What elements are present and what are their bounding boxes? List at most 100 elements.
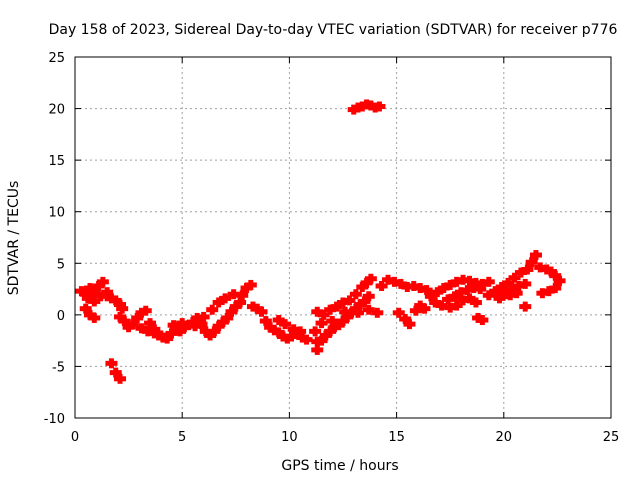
- data-point: [476, 278, 489, 289]
- data-point: [510, 288, 523, 299]
- data-point: [362, 291, 375, 302]
- data-point: [529, 250, 542, 261]
- data-point: [482, 276, 495, 287]
- data-point: [343, 295, 356, 306]
- data-point: [448, 291, 461, 302]
- data-point: [317, 309, 330, 320]
- data-point: [356, 282, 369, 293]
- data-point: [375, 280, 388, 291]
- data-point: [461, 285, 474, 296]
- data-point: [493, 293, 506, 304]
- data-point: [549, 283, 562, 294]
- data-point: [75, 286, 88, 297]
- data-point: [514, 267, 527, 278]
- chart-title: Day 158 of 2023, Sidereal Day-to-day VTE…: [49, 22, 618, 38]
- y-tick-label: -10: [44, 412, 65, 427]
- data-point: [388, 276, 401, 287]
- data-point: [345, 307, 358, 318]
- data-point: [141, 326, 154, 337]
- data-point: [424, 291, 437, 302]
- data-point: [94, 291, 107, 302]
- data-point: [326, 316, 339, 327]
- data-point: [101, 291, 114, 302]
- data-point: [114, 311, 127, 322]
- data-point: [401, 282, 414, 293]
- data-point: [221, 312, 234, 323]
- data-point: [442, 294, 455, 305]
- data-point: [332, 320, 345, 331]
- x-tick-label: 10: [281, 430, 298, 445]
- data-point: [339, 306, 352, 317]
- data-point: [88, 312, 101, 323]
- data-point: [392, 307, 405, 318]
- data-point: [467, 283, 480, 294]
- data-point: [212, 321, 225, 332]
- data-point: [161, 333, 174, 344]
- data-point: [337, 316, 349, 327]
- data-point: [519, 301, 532, 312]
- data-point: [414, 300, 427, 311]
- data-point: [191, 312, 204, 323]
- data-point: [105, 358, 118, 369]
- data-point: [84, 283, 97, 294]
- data-point: [309, 326, 322, 337]
- data-point: [311, 344, 324, 355]
- data-point: [512, 280, 525, 291]
- data-point: [148, 328, 161, 339]
- data-point: [341, 311, 354, 322]
- x-tick-label: 25: [603, 430, 620, 445]
- data-point: [495, 282, 508, 293]
- data-point: [358, 296, 371, 307]
- data-point: [195, 319, 208, 330]
- data-point: [225, 306, 238, 317]
- data-point: [264, 322, 277, 333]
- data-point: [311, 306, 324, 317]
- data-point: [167, 320, 180, 331]
- data-point: [382, 274, 395, 285]
- data-point: [542, 286, 555, 297]
- y-tick-label: 0: [57, 309, 65, 324]
- data-point: [431, 287, 444, 298]
- x-tick-label: 15: [388, 430, 405, 445]
- data-point: [352, 307, 365, 318]
- data-point: [229, 301, 242, 312]
- data-point: [212, 297, 225, 308]
- data-point: [84, 309, 97, 320]
- data-point: [324, 304, 337, 315]
- data-point: [337, 297, 349, 308]
- y-tick-label: 15: [48, 154, 65, 169]
- data-point: [176, 318, 189, 329]
- data-point: [394, 278, 407, 289]
- grid: [75, 57, 611, 418]
- data-point: [244, 279, 257, 290]
- data-point: [79, 303, 92, 314]
- data-point: [469, 297, 482, 308]
- x-tick-label: 20: [496, 430, 513, 445]
- data-point: [420, 285, 433, 296]
- data-point: [463, 293, 476, 304]
- y-tick-label: 20: [48, 103, 65, 118]
- data-point: [300, 334, 313, 345]
- data-point: [444, 302, 457, 313]
- data-point: [255, 306, 268, 317]
- data-point: [536, 288, 549, 299]
- data-point: [553, 275, 566, 286]
- data-point: [279, 319, 292, 330]
- data-point: [135, 323, 148, 334]
- data-point: [174, 326, 187, 337]
- data-point: [189, 321, 202, 332]
- data-point: [315, 318, 328, 329]
- data-point: [504, 290, 517, 301]
- data-point: [407, 280, 420, 291]
- data-point: [418, 303, 431, 314]
- data-point: [534, 262, 547, 273]
- data-point: [463, 275, 476, 286]
- data-point: [204, 330, 217, 341]
- data-point: [469, 277, 482, 288]
- data-point: [144, 318, 157, 329]
- data-point: [435, 300, 448, 311]
- data-point: [154, 330, 167, 341]
- plot-frame: [74, 56, 612, 419]
- data-point: [450, 276, 463, 287]
